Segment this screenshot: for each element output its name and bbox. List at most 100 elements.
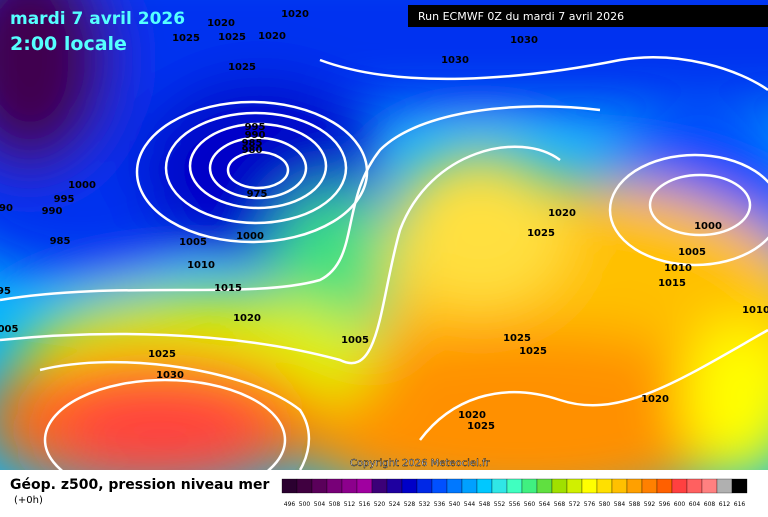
legend-swatch bbox=[566, 478, 583, 494]
legend-swatch bbox=[461, 478, 478, 494]
isobar-label: 1000 bbox=[68, 180, 96, 191]
legend-swatch bbox=[476, 478, 493, 494]
legend-swatch bbox=[401, 478, 418, 494]
footer-title: Géop. z500, pression niveau mer bbox=[10, 477, 269, 493]
legend-swatch bbox=[311, 478, 328, 494]
isobar-label: 995 bbox=[245, 122, 266, 133]
legend: 496 500 504 508 512 516 520 524 528 532 536 540 544 5… bbox=[281, 478, 748, 508]
legend-tick: 572 bbox=[569, 501, 581, 508]
isobar-label: 95 bbox=[0, 286, 11, 297]
isobar-label: 1025 bbox=[228, 62, 256, 73]
legend-tick: 544 bbox=[464, 501, 476, 508]
legend-swatch bbox=[671, 478, 688, 494]
legend-swatch bbox=[371, 478, 388, 494]
isobar-label: 1020 bbox=[258, 31, 286, 42]
isobar-label: 980 bbox=[242, 145, 263, 156]
isobar-label: 1025 bbox=[467, 421, 495, 432]
run: Run ECMWF 0Z du mardi 7 avril 2026 bbox=[418, 10, 624, 23]
legend-swatch bbox=[446, 478, 463, 494]
isobar-label: 1010 bbox=[742, 305, 768, 316]
legend-swatch bbox=[356, 478, 373, 494]
time: 2:00 locale bbox=[10, 33, 127, 55]
legend-tick: 516 bbox=[359, 501, 371, 508]
isobar-label: 990 bbox=[245, 130, 266, 141]
isobar-label: 1010 bbox=[664, 263, 692, 274]
isobar-label: 1015 bbox=[214, 283, 242, 294]
isobar-label: 1025 bbox=[519, 346, 547, 357]
isobar-label: 1010 bbox=[187, 260, 215, 271]
legend-tick: 592 bbox=[644, 501, 656, 508]
isobar-label: 1020 bbox=[281, 9, 309, 20]
isobar-label: 1025 bbox=[503, 333, 531, 344]
legend-swatch bbox=[581, 478, 598, 494]
legend-swatch bbox=[416, 478, 433, 494]
legend-tick: 612 bbox=[719, 501, 731, 508]
isobar-label: 985 bbox=[242, 138, 263, 149]
isobar-label: 90 bbox=[0, 203, 13, 214]
legend-swatch bbox=[386, 478, 403, 494]
legend-tick: 580 bbox=[599, 501, 611, 508]
legend-tick: 540 bbox=[449, 501, 461, 508]
isobar-label: 975 bbox=[247, 189, 268, 200]
date: mardi 7 avril 2026 bbox=[10, 9, 185, 29]
isobar-label: 1005 bbox=[678, 247, 706, 258]
isobar-label: 1020 bbox=[641, 394, 669, 405]
legend-tick: 560 bbox=[524, 501, 536, 508]
legend-tick: 500 bbox=[299, 501, 311, 508]
legend-tick: 600 bbox=[674, 501, 686, 508]
run-box bbox=[408, 5, 768, 27]
isobar-label: 1000 bbox=[236, 231, 264, 242]
isobar-label: 1020 bbox=[233, 313, 261, 324]
legend-tick: 552 bbox=[494, 501, 506, 508]
legend-tick: 588 bbox=[629, 501, 641, 508]
legend-swatch bbox=[491, 478, 508, 494]
legend-swatch bbox=[611, 478, 628, 494]
legend-tick: 548 bbox=[479, 501, 491, 508]
isobar-label: 1000 bbox=[694, 221, 722, 232]
isobar-label: 1025 bbox=[172, 33, 200, 44]
lead-time: (+0h) bbox=[14, 495, 43, 506]
legend-tick: 496 bbox=[284, 501, 296, 508]
legend-swatch bbox=[521, 478, 538, 494]
isobar-label: 1025 bbox=[527, 228, 555, 239]
legend-swatch bbox=[431, 478, 448, 494]
legend-tick: 568 bbox=[554, 501, 566, 508]
isobar-label: 985 bbox=[50, 236, 71, 247]
legend-swatch bbox=[341, 478, 358, 494]
legend-tick: 596 bbox=[659, 501, 671, 508]
isobar-label: 1005 bbox=[179, 237, 207, 248]
isobar-label: 1020 bbox=[207, 18, 235, 29]
legend-tick: 512 bbox=[344, 501, 356, 508]
isobar-label: 1025 bbox=[218, 32, 246, 43]
legend-tick: 604 bbox=[689, 501, 701, 508]
legend-swatch bbox=[656, 478, 673, 494]
legend-tick: 536 bbox=[434, 501, 446, 508]
legend-swatch bbox=[701, 478, 718, 494]
legend-swatch bbox=[716, 478, 733, 494]
legend-swatch bbox=[506, 478, 523, 494]
isobar-label: 990 bbox=[42, 206, 63, 217]
legend-tick: 520 bbox=[374, 501, 386, 508]
isobar-label: 995 bbox=[54, 194, 75, 205]
legend-swatch bbox=[686, 478, 703, 494]
legend-tick: 504 bbox=[314, 501, 326, 508]
legend-swatch bbox=[551, 478, 568, 494]
isobar-label: 1030 bbox=[156, 370, 184, 381]
legend-swatch bbox=[596, 478, 613, 494]
isobar-label: 1005 bbox=[341, 335, 369, 346]
isobar-label: 1030 bbox=[510, 35, 538, 46]
legend-swatch bbox=[326, 478, 343, 494]
legend-tick: 616 bbox=[734, 501, 746, 508]
isobar-label: 1030 bbox=[441, 55, 469, 66]
isobar-label: 005 bbox=[0, 324, 18, 335]
legend-swatch bbox=[536, 478, 553, 494]
legend-swatch bbox=[641, 478, 658, 494]
legend-tick: 564 bbox=[539, 501, 551, 508]
legend-tick: 508 bbox=[329, 501, 341, 508]
legend-tick: 584 bbox=[614, 501, 626, 508]
isobar-label: 1020 bbox=[458, 410, 486, 421]
legend-tick: 556 bbox=[509, 501, 521, 508]
